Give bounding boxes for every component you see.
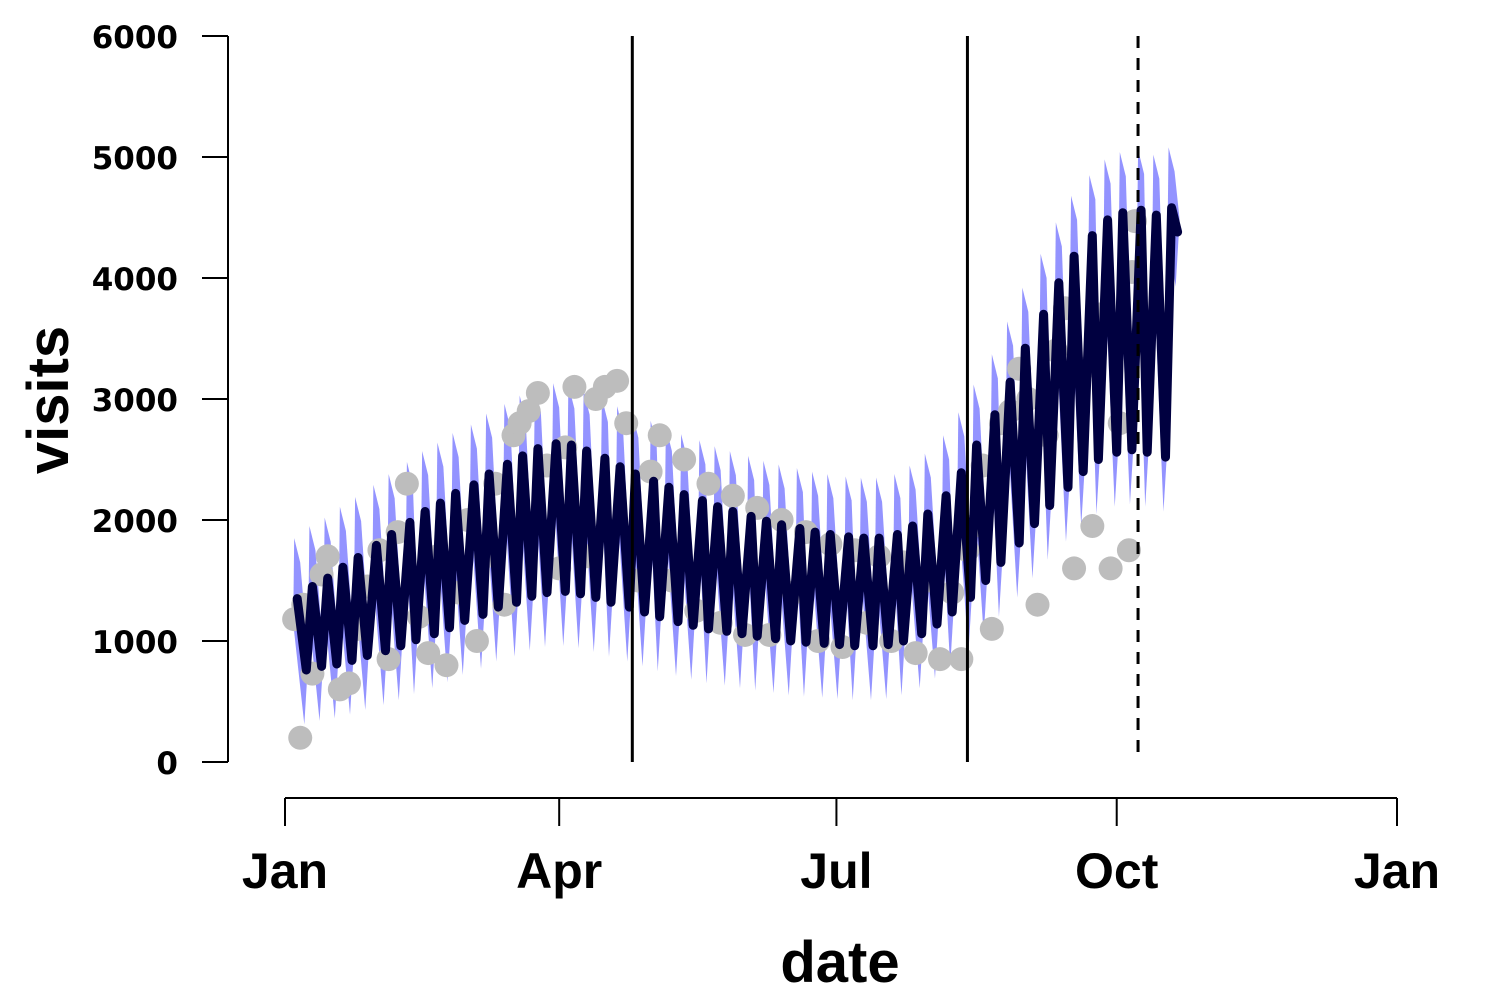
observed-point xyxy=(614,411,639,436)
observed-point xyxy=(394,471,419,496)
observed-point xyxy=(1062,556,1087,581)
y-tick-label: 5000 xyxy=(92,141,178,177)
observed-point xyxy=(769,508,794,532)
x-axis: Jan Apr Jul Oct Jan xyxy=(242,797,1440,899)
observed-point xyxy=(696,471,721,496)
observed-point xyxy=(1080,514,1105,539)
fitted-line-group xyxy=(292,203,1183,675)
x-tick-label: Apr xyxy=(516,843,602,899)
y-tick-label: 2000 xyxy=(92,504,178,540)
observed-point xyxy=(672,447,697,472)
observed-point xyxy=(416,641,441,666)
observed-point xyxy=(315,544,340,569)
observed-point xyxy=(638,459,663,484)
observed-point xyxy=(979,616,1004,641)
y-tick-label: 0 xyxy=(156,746,178,782)
observed-point xyxy=(949,647,974,672)
x-tick-label: Jan xyxy=(242,843,328,899)
observed-point xyxy=(605,368,630,393)
y-tick-label: 3000 xyxy=(92,383,178,419)
observed-point xyxy=(1025,592,1050,617)
observed-point xyxy=(516,399,541,424)
observed-point xyxy=(647,423,672,448)
observed-point xyxy=(525,380,550,405)
x-axis-title: date xyxy=(780,930,899,995)
event-lines xyxy=(630,36,1140,762)
observed-point xyxy=(464,629,489,653)
y-tick-label: 6000 xyxy=(92,20,178,56)
observed-point xyxy=(336,671,361,696)
x-tick-label: Jan xyxy=(1354,843,1440,899)
observed-point xyxy=(434,653,459,678)
y-axis: 0 1000 2000 3000 4000 5000 6000 xyxy=(92,20,229,782)
y-tick-label: 1000 xyxy=(92,625,178,661)
y-tick-label: 4000 xyxy=(92,262,178,298)
x-tick-label: Oct xyxy=(1075,843,1159,899)
observed-point xyxy=(288,725,313,750)
observed-point xyxy=(720,483,745,508)
fitted-line xyxy=(292,203,1183,675)
observed-point xyxy=(1116,538,1141,563)
observed-point xyxy=(928,647,953,672)
observed-point xyxy=(1098,556,1123,581)
x-tick-label: Jul xyxy=(800,843,872,899)
observed-point xyxy=(562,374,587,399)
y-axis-title: visits xyxy=(16,326,81,474)
observed-point xyxy=(903,641,928,666)
